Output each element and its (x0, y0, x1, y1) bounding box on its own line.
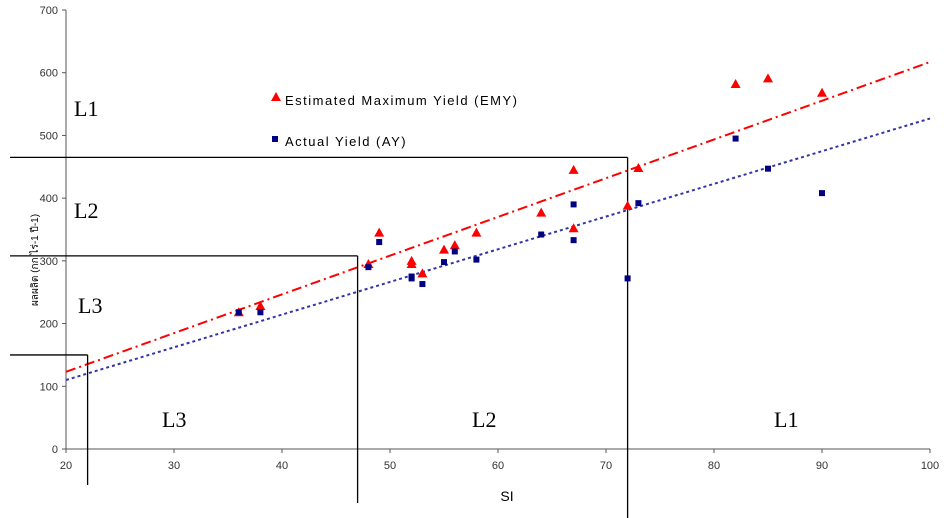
legend-ay-marker (272, 136, 278, 142)
legend: Estimated Maximum Yield (EMY) Actual Yie… (271, 92, 519, 149)
ay-point (419, 281, 426, 288)
ay-point (765, 165, 771, 172)
ay-point (635, 200, 642, 207)
zone-labels: L1 L2 L3 L3 L2 L1 (74, 96, 798, 432)
ay-point (257, 309, 264, 316)
x-axis-title: SI (500, 488, 513, 504)
y-tick-label: 500 (40, 130, 58, 142)
trendlines (65, 61, 931, 381)
emy-point (449, 240, 460, 250)
x-tick-label: 40 (276, 460, 288, 472)
data-points (233, 73, 827, 317)
zone-left-L3: L3 (78, 293, 102, 318)
emy-point (406, 258, 417, 268)
ay-point (408, 275, 415, 282)
zone-bottom-L3: L3 (162, 407, 186, 432)
x-tick-label: 70 (600, 460, 612, 472)
x-tick-label: 60 (492, 460, 504, 472)
y-tick-label: 400 (40, 193, 58, 205)
y-tick-label: 700 (40, 5, 58, 17)
x-tick-label: 30 (168, 460, 180, 472)
y-axis-title: ผลผลิต (กก.ไร่-1 ปี-1) (29, 214, 41, 306)
y-tick-label: 100 (40, 381, 58, 393)
emy-point (622, 200, 633, 210)
emy-point (471, 227, 482, 237)
legend-ay-label: Actual Yield (AY) (285, 134, 407, 149)
emy-point (568, 223, 579, 233)
trendline-emy (65, 61, 931, 373)
ay-point (473, 256, 480, 263)
emy-point (730, 79, 741, 89)
emy-point (763, 73, 773, 83)
ay-point (376, 239, 383, 246)
zone-left-L2: L2 (74, 198, 98, 223)
zone-bottom-L2: L2 (472, 407, 496, 432)
x-tick-label: 80 (708, 460, 720, 472)
ay-point (732, 135, 739, 142)
y-tick-label: 600 (40, 68, 58, 80)
emy-point (439, 244, 449, 254)
legend-emy-marker (271, 92, 281, 101)
zone-left-L1: L1 (74, 96, 98, 121)
emy-point (817, 87, 827, 97)
ay-point (624, 275, 631, 282)
y-tick-label: 300 (40, 256, 58, 268)
emy-point (633, 163, 644, 173)
ay-point (570, 201, 577, 208)
emy-point (568, 164, 579, 174)
ay-point (538, 231, 545, 238)
x-tick-label: 100 (921, 460, 939, 472)
zone-lines (10, 156, 629, 518)
x-tick-label: 50 (384, 460, 396, 472)
legend-emy-label: Estimated Maximum Yield (EMY) (285, 93, 519, 108)
trendline-ay (65, 117, 931, 381)
x-tick-label: 20 (60, 460, 72, 472)
emy-point (255, 301, 266, 311)
zone-bottom-L1: L1 (774, 407, 798, 432)
ay-point (441, 259, 447, 266)
ay-point (570, 237, 577, 244)
ay-point (451, 248, 458, 255)
y-tick-label: 200 (40, 319, 58, 331)
ay-point (819, 190, 825, 197)
ay-point (365, 264, 372, 271)
emy-point (536, 207, 547, 217)
axes: 0 100 200 300 400 500 600 700 20 30 40 50 60 70 80 90 10… (40, 5, 940, 472)
y-tick-label: 0 (52, 444, 58, 456)
emy-point (374, 227, 385, 237)
emy-point (417, 268, 428, 278)
ay-point (235, 309, 242, 316)
x-tick-label: 90 (816, 460, 828, 472)
